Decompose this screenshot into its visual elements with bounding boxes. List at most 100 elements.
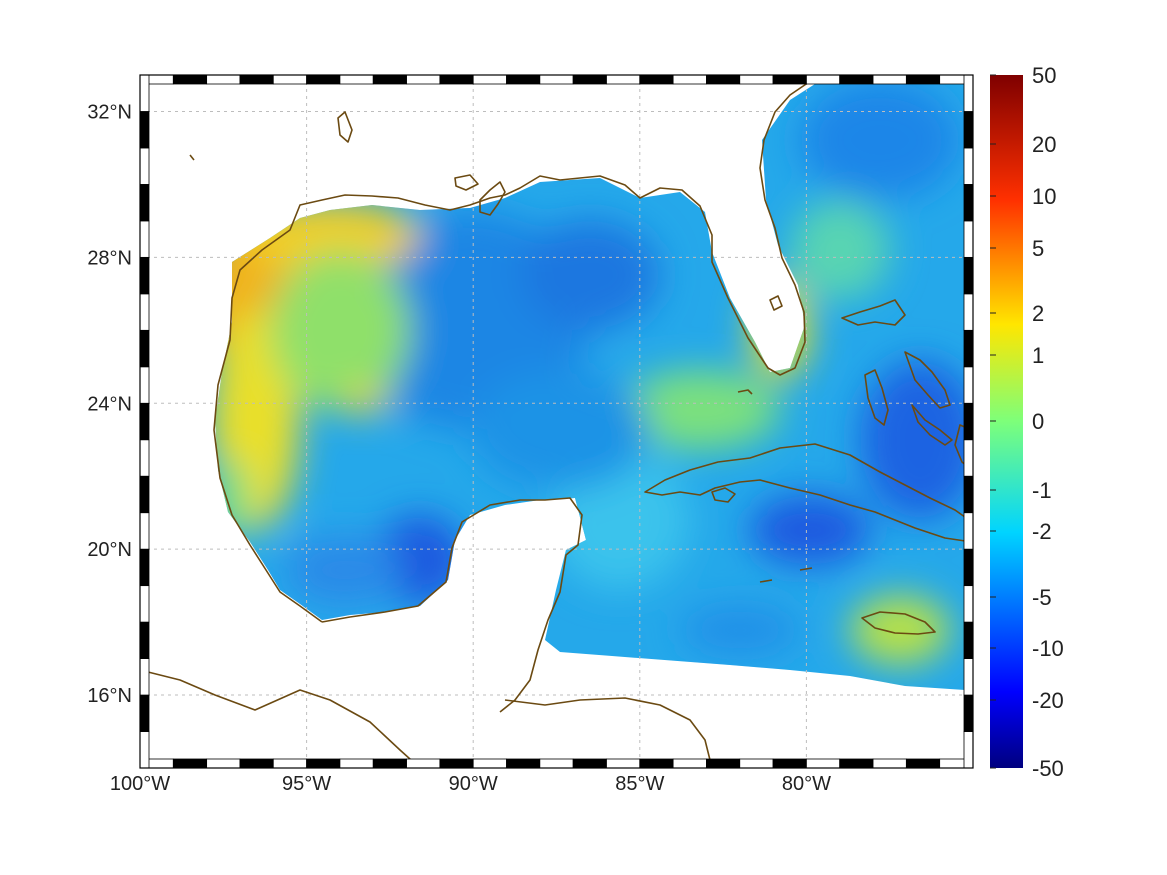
frame-segment-bottom xyxy=(472,758,507,769)
frame-segment-right xyxy=(963,694,974,732)
lake-pontchartrain xyxy=(454,174,479,191)
frame-segment-top xyxy=(539,74,574,85)
frame-segment-left xyxy=(139,512,150,550)
frame-segment-bottom xyxy=(806,758,841,769)
frame-segment-left xyxy=(139,74,150,112)
frame-segment-left xyxy=(139,402,150,441)
colorbar-label: 10 xyxy=(1032,184,1056,209)
frame-segment-bottom xyxy=(672,758,707,769)
frame-segment-top xyxy=(206,74,241,85)
frame-segment-right xyxy=(963,293,974,331)
frame-segment-right xyxy=(963,658,974,696)
frame-segment-top xyxy=(606,74,641,85)
frame-segment-left xyxy=(139,439,150,477)
frame-segment-right xyxy=(963,439,974,477)
frame-segment-right xyxy=(963,256,974,295)
frame-segment-left xyxy=(139,585,150,623)
lake-okeechobee xyxy=(769,295,783,311)
frame-segment-left xyxy=(139,475,150,514)
map-frame xyxy=(139,74,974,769)
gulf-coastline xyxy=(213,77,816,623)
frame-segment-right xyxy=(963,366,974,404)
frame-segment-bottom xyxy=(206,758,241,769)
frame-segment-top xyxy=(506,74,541,85)
grid-lines xyxy=(139,75,973,768)
frame-segment-top xyxy=(306,74,341,85)
latitude-label: 32°N xyxy=(87,101,132,123)
ocean-field xyxy=(215,84,965,690)
frame-segment-top xyxy=(806,74,841,85)
cuba-coastline xyxy=(644,443,973,543)
dry-tortugas xyxy=(737,389,753,395)
frame-segment-bottom xyxy=(272,758,307,769)
latitude-label: 24°N xyxy=(87,393,132,415)
colorbar-label: -2 xyxy=(1032,519,1052,544)
longitude-label: 100°W xyxy=(110,773,170,795)
frame-segment-left xyxy=(139,147,150,185)
frame-segment-top xyxy=(339,74,374,85)
frame-segment-top xyxy=(639,74,674,85)
frame-segment-left xyxy=(139,621,150,659)
frame-segment-right xyxy=(963,220,974,258)
frame-segment-left xyxy=(139,731,150,769)
frame-segment-top xyxy=(572,74,607,85)
colorbar-label: -10 xyxy=(1032,636,1064,661)
frame-segment-bottom xyxy=(905,758,941,769)
cayman-islands xyxy=(759,567,813,583)
frame-segment-right xyxy=(963,184,974,222)
frame-segment-bottom xyxy=(572,758,607,769)
frame-segment-top xyxy=(739,74,774,85)
bahamas-andros xyxy=(864,369,889,426)
longitude-label: 80°W xyxy=(782,773,831,795)
frame-segment-left xyxy=(139,658,150,696)
frame-segment-left xyxy=(139,329,150,368)
frame-segment-bottom xyxy=(439,758,474,769)
frame-segment-top xyxy=(172,74,208,85)
frame-segment-top xyxy=(905,74,941,85)
latitude-label: 16°N xyxy=(87,685,132,707)
frame-segment-top xyxy=(772,74,807,85)
frame-segment-top xyxy=(706,74,741,85)
frame-segment-top xyxy=(372,74,407,85)
frame-segment-right xyxy=(963,621,974,659)
longitude-label: 95°W xyxy=(282,773,331,795)
frame-segment-left xyxy=(139,256,150,295)
central-america-coastline xyxy=(139,669,421,769)
colorbar-label: 1 xyxy=(1032,343,1044,368)
frame-outline xyxy=(139,74,974,769)
colorbar-label: 0 xyxy=(1032,409,1044,434)
jamaica-coastline xyxy=(861,611,936,635)
frame-segment-top xyxy=(439,74,474,85)
mississippi-delta xyxy=(479,181,506,216)
longitude-labels: 100°W 95°W 90°W 85°W 80°W xyxy=(110,773,831,795)
frame-segment-left xyxy=(139,184,150,222)
frame-segment-bottom xyxy=(872,758,907,769)
colorbar-label: 2 xyxy=(1032,301,1044,326)
colorbar-label: -5 xyxy=(1032,585,1052,610)
bahamas-abaco xyxy=(841,299,906,326)
frame-segment-top xyxy=(839,74,874,85)
frame-segment-left xyxy=(139,548,150,587)
frame-segment-bottom xyxy=(606,758,641,769)
colorbar-label: -1 xyxy=(1032,478,1052,503)
isla-juventud-coastline xyxy=(711,487,736,503)
frame-segment-bottom xyxy=(406,758,441,769)
frame-segment-bottom xyxy=(239,758,274,769)
frame-segment-bottom xyxy=(306,758,341,769)
frame-segment-top xyxy=(672,74,707,85)
frame-segment-right xyxy=(963,329,974,368)
frame-segment-right xyxy=(963,731,974,769)
bahamas-exuma xyxy=(911,404,953,446)
frame-segment-bottom xyxy=(839,758,874,769)
frame-segment-bottom xyxy=(539,758,574,769)
frame-segment-bottom xyxy=(339,758,374,769)
frame-segment-right xyxy=(963,585,974,623)
yucatan-coastline xyxy=(321,497,583,713)
frame-segment-top xyxy=(872,74,907,85)
colorbar-label: 50 xyxy=(1032,63,1056,88)
colorbar-label: -50 xyxy=(1032,756,1064,781)
frame-segment-top xyxy=(472,74,507,85)
